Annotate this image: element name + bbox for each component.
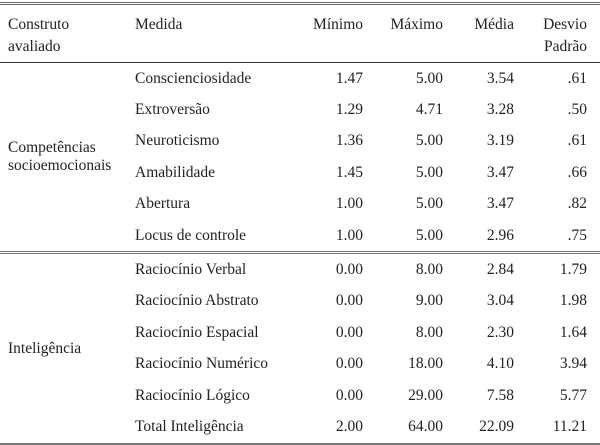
- max-cell: 5.00: [415, 132, 443, 150]
- sd-cell: 1.79: [525, 251, 600, 286]
- table-row: Total Inteligência 2.00 64.00 22.09 11.21: [0, 411, 600, 445]
- mean-cell: 22.09: [455, 411, 525, 445]
- min-cell: 1.47: [335, 69, 363, 87]
- header-row: Construto avaliado Medida Mínimo Máximo M…: [0, 2, 600, 63]
- sd-cell: 3.94: [559, 355, 587, 373]
- measure-cell: Raciocínio Abstrato: [135, 292, 259, 310]
- min-cell: 1.00: [335, 195, 363, 213]
- measure-cell: Raciocínio Lógico: [135, 386, 250, 404]
- max-cell: 8.00: [415, 323, 443, 341]
- mean-cell: 3.54: [486, 69, 514, 87]
- table-row: Inteligência Raciocínio Verbal 0.00 8.00 2.8…: [0, 251, 600, 445]
- mean-cell: 2.96: [486, 226, 514, 244]
- header-sd-line1: Desvio: [543, 16, 587, 33]
- sd-cell: .50: [567, 101, 587, 119]
- measure-cell: Conscienciosidade: [135, 69, 252, 87]
- sd-cell: .61: [567, 132, 587, 150]
- table-row: Raciocínio Abstrato 0.00 9.00 3.04 1.98: [0, 286, 600, 317]
- max-cell: 18.00: [408, 355, 443, 373]
- min-cell: 1.36: [335, 132, 363, 150]
- header-sd: Desvio Padrão: [525, 2, 600, 63]
- mean-cell: 3.19: [486, 132, 514, 150]
- measure-cell: Raciocínio Verbal: [135, 251, 300, 286]
- table-row: Raciocínio Espacial 0.00 8.00 2.30 1.64: [0, 317, 600, 348]
- max-cell: 29.00: [408, 386, 443, 404]
- sd-cell: 11.21: [525, 411, 600, 445]
- construct-label: socioemocionais: [8, 157, 112, 175]
- mean-cell: 3.28: [486, 101, 514, 119]
- table-row: Amabilidade 1.45 5.00 3.47 .66: [0, 157, 600, 188]
- measure-cell: Amabilidade: [135, 163, 216, 181]
- table-row: Locus de controle 1.00 5.00 2.96 .75: [0, 220, 600, 253]
- construct-label: Competências: [8, 139, 96, 157]
- table-row: Neuroticismo 1.36 5.00 3.19 .61: [0, 126, 600, 157]
- mean-cell: 2.84: [455, 251, 525, 286]
- measure-cell: Extroversão: [135, 101, 210, 119]
- max-cell: 8.00: [375, 251, 455, 286]
- min-cell: 1.45: [335, 163, 363, 181]
- mean-cell: 3.04: [486, 292, 514, 310]
- min-cell: 1.00: [335, 226, 363, 244]
- measure-cell: Raciocínio Numérico: [135, 355, 268, 373]
- measure-cell: Abertura: [135, 195, 191, 213]
- min-cell: 1.29: [335, 101, 363, 119]
- min-cell: 0.00: [335, 323, 363, 341]
- measure-cell: Locus de controle: [135, 226, 247, 244]
- mean-cell: 7.58: [486, 386, 514, 404]
- construct-label: Inteligência: [8, 339, 82, 357]
- max-cell: 4.71: [415, 101, 443, 119]
- max-cell: 5.00: [415, 69, 443, 87]
- header-mean: Média: [455, 2, 525, 63]
- max-cell: 5.00: [415, 163, 443, 181]
- measure-cell: Total Inteligência: [135, 411, 300, 445]
- table-row: Raciocínio Numérico 0.00 18.00 4.10 3.94: [0, 349, 600, 380]
- sd-cell: .75: [567, 226, 587, 244]
- header-construct: Construto avaliado: [0, 2, 135, 63]
- sd-cell: 5.77: [559, 386, 587, 404]
- max-cell: 9.00: [415, 292, 443, 310]
- min-cell: 0.00: [335, 386, 363, 404]
- construct-cell: Inteligência: [0, 251, 135, 445]
- table-row: Abertura 1.00 5.00 3.47 .82: [0, 189, 600, 220]
- sd-cell: .61: [567, 69, 587, 87]
- header-max: Máximo: [375, 2, 455, 63]
- table-row: Competências socioemocionais Conscienciosi…: [0, 63, 600, 174]
- mean-cell: 4.10: [486, 355, 514, 373]
- sd-cell: 1.98: [559, 292, 587, 310]
- measure-cell: Neuroticismo: [135, 132, 220, 150]
- min-cell: 0.00: [335, 292, 363, 310]
- table-row: Extroversão 1.29 4.71 3.28 .50: [0, 94, 600, 125]
- mean-cell: 2.30: [486, 323, 514, 341]
- sd-cell: .82: [567, 195, 587, 213]
- max-cell: 5.00: [415, 226, 443, 244]
- table-row: Raciocínio Lógico 0.00 29.00 7.58 5.77: [0, 380, 600, 411]
- sd-cell: .66: [567, 163, 587, 181]
- min-cell: 2.00: [300, 411, 375, 445]
- header-construct-line1: Construto: [8, 16, 70, 33]
- construct-cell: Competências socioemocionais: [0, 63, 135, 253]
- header-sd-line2: Padrão: [543, 38, 587, 55]
- min-cell: 0.00: [335, 355, 363, 373]
- table-body: Competências socioemocionais Conscienciosi…: [0, 63, 600, 445]
- mean-cell: 3.47: [486, 195, 514, 213]
- sd-cell: 1.64: [559, 323, 587, 341]
- measure-cell: Raciocínio Espacial: [135, 323, 259, 341]
- header-measure: Medida: [135, 2, 300, 63]
- mean-cell: 3.47: [486, 163, 514, 181]
- max-cell: 64.00: [375, 411, 455, 445]
- header-construct-line2: avaliado: [8, 38, 61, 55]
- max-cell: 5.00: [415, 195, 443, 213]
- header-min: Mínimo: [300, 2, 375, 63]
- min-cell: 0.00: [300, 251, 375, 286]
